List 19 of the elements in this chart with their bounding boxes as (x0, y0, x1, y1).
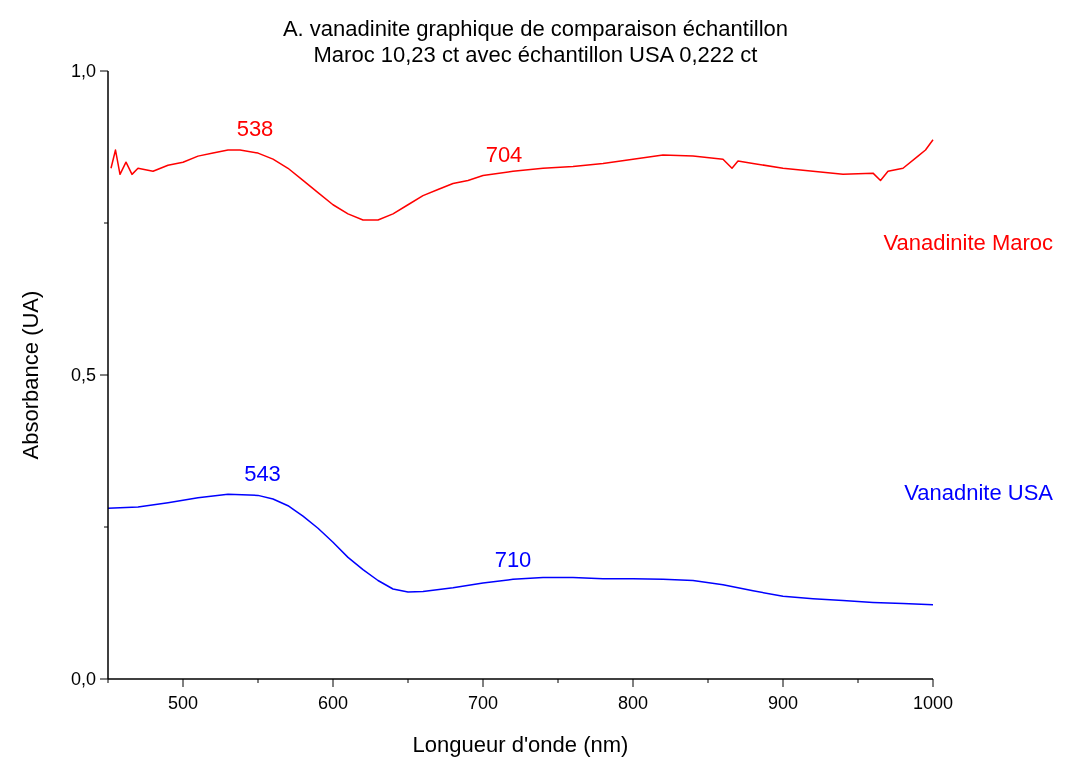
y-tick-label: 0,0 (70, 669, 96, 689)
x-tick-label: 1000 (912, 693, 954, 713)
x-tick-label: 500 (167, 693, 199, 713)
annotation: 710 (494, 547, 532, 573)
text: Vanadinite Maroc (883, 229, 1053, 255)
y-axis-title: Absorbance (UA) (18, 290, 43, 460)
annotation: 543 (244, 460, 281, 486)
x-tick-label: 800 (617, 693, 649, 713)
y-tick-label: 1,0 (70, 61, 96, 81)
text: Vanadnite USA (904, 479, 1054, 505)
annotation: 538 (236, 116, 274, 142)
x-tick-label: 900 (767, 693, 799, 713)
x-axis-title: Longueur d'onde (nm) (412, 732, 629, 757)
annotation: 704 (485, 141, 523, 167)
chart-title: A. vanadinite graphique de comparaison échantillon Maroc 10,23 ct avec échantillon USA 0,222 ct (282, 16, 789, 67)
x-tick-label: 700 (467, 693, 499, 713)
line-series (110, 138, 934, 221)
x-tick-label: 600 (317, 693, 349, 713)
y-tick-label: 0,5 (70, 365, 96, 385)
